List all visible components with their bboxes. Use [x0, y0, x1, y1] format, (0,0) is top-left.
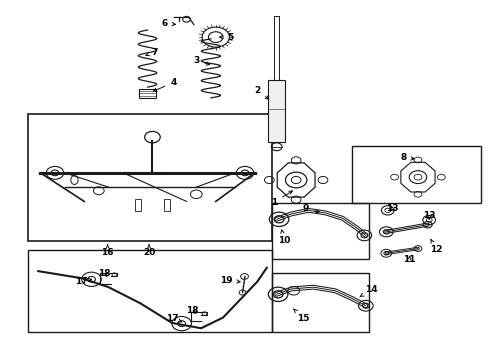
Bar — [268, 80, 286, 143]
Bar — [352, 146, 481, 203]
Bar — [28, 249, 272, 332]
Text: 7: 7 — [146, 48, 158, 57]
Text: 18: 18 — [186, 306, 198, 315]
Text: 19: 19 — [220, 276, 240, 285]
Text: 10: 10 — [278, 230, 290, 245]
Bar — [139, 89, 156, 98]
Bar — [164, 199, 170, 211]
Bar — [272, 273, 369, 332]
Text: 18: 18 — [98, 269, 111, 278]
Text: 1: 1 — [271, 191, 293, 207]
Text: 8: 8 — [400, 153, 414, 162]
Text: 17: 17 — [75, 277, 92, 286]
Text: 2: 2 — [254, 86, 269, 99]
Text: 17: 17 — [166, 314, 182, 323]
Bar — [135, 199, 141, 211]
Text: 20: 20 — [143, 245, 155, 257]
Text: 13: 13 — [423, 211, 436, 220]
Text: 5: 5 — [220, 33, 234, 42]
Text: 9: 9 — [303, 204, 319, 213]
Text: 12: 12 — [430, 240, 443, 254]
Text: 11: 11 — [403, 255, 416, 264]
Text: 4: 4 — [153, 78, 176, 91]
Text: 6: 6 — [162, 19, 175, 28]
Text: 15: 15 — [294, 309, 310, 323]
Bar — [272, 203, 369, 258]
Text: 3: 3 — [193, 56, 210, 65]
Text: 14: 14 — [360, 285, 378, 297]
Bar — [28, 114, 272, 241]
Text: 16: 16 — [101, 245, 114, 257]
Text: 13: 13 — [386, 204, 398, 213]
